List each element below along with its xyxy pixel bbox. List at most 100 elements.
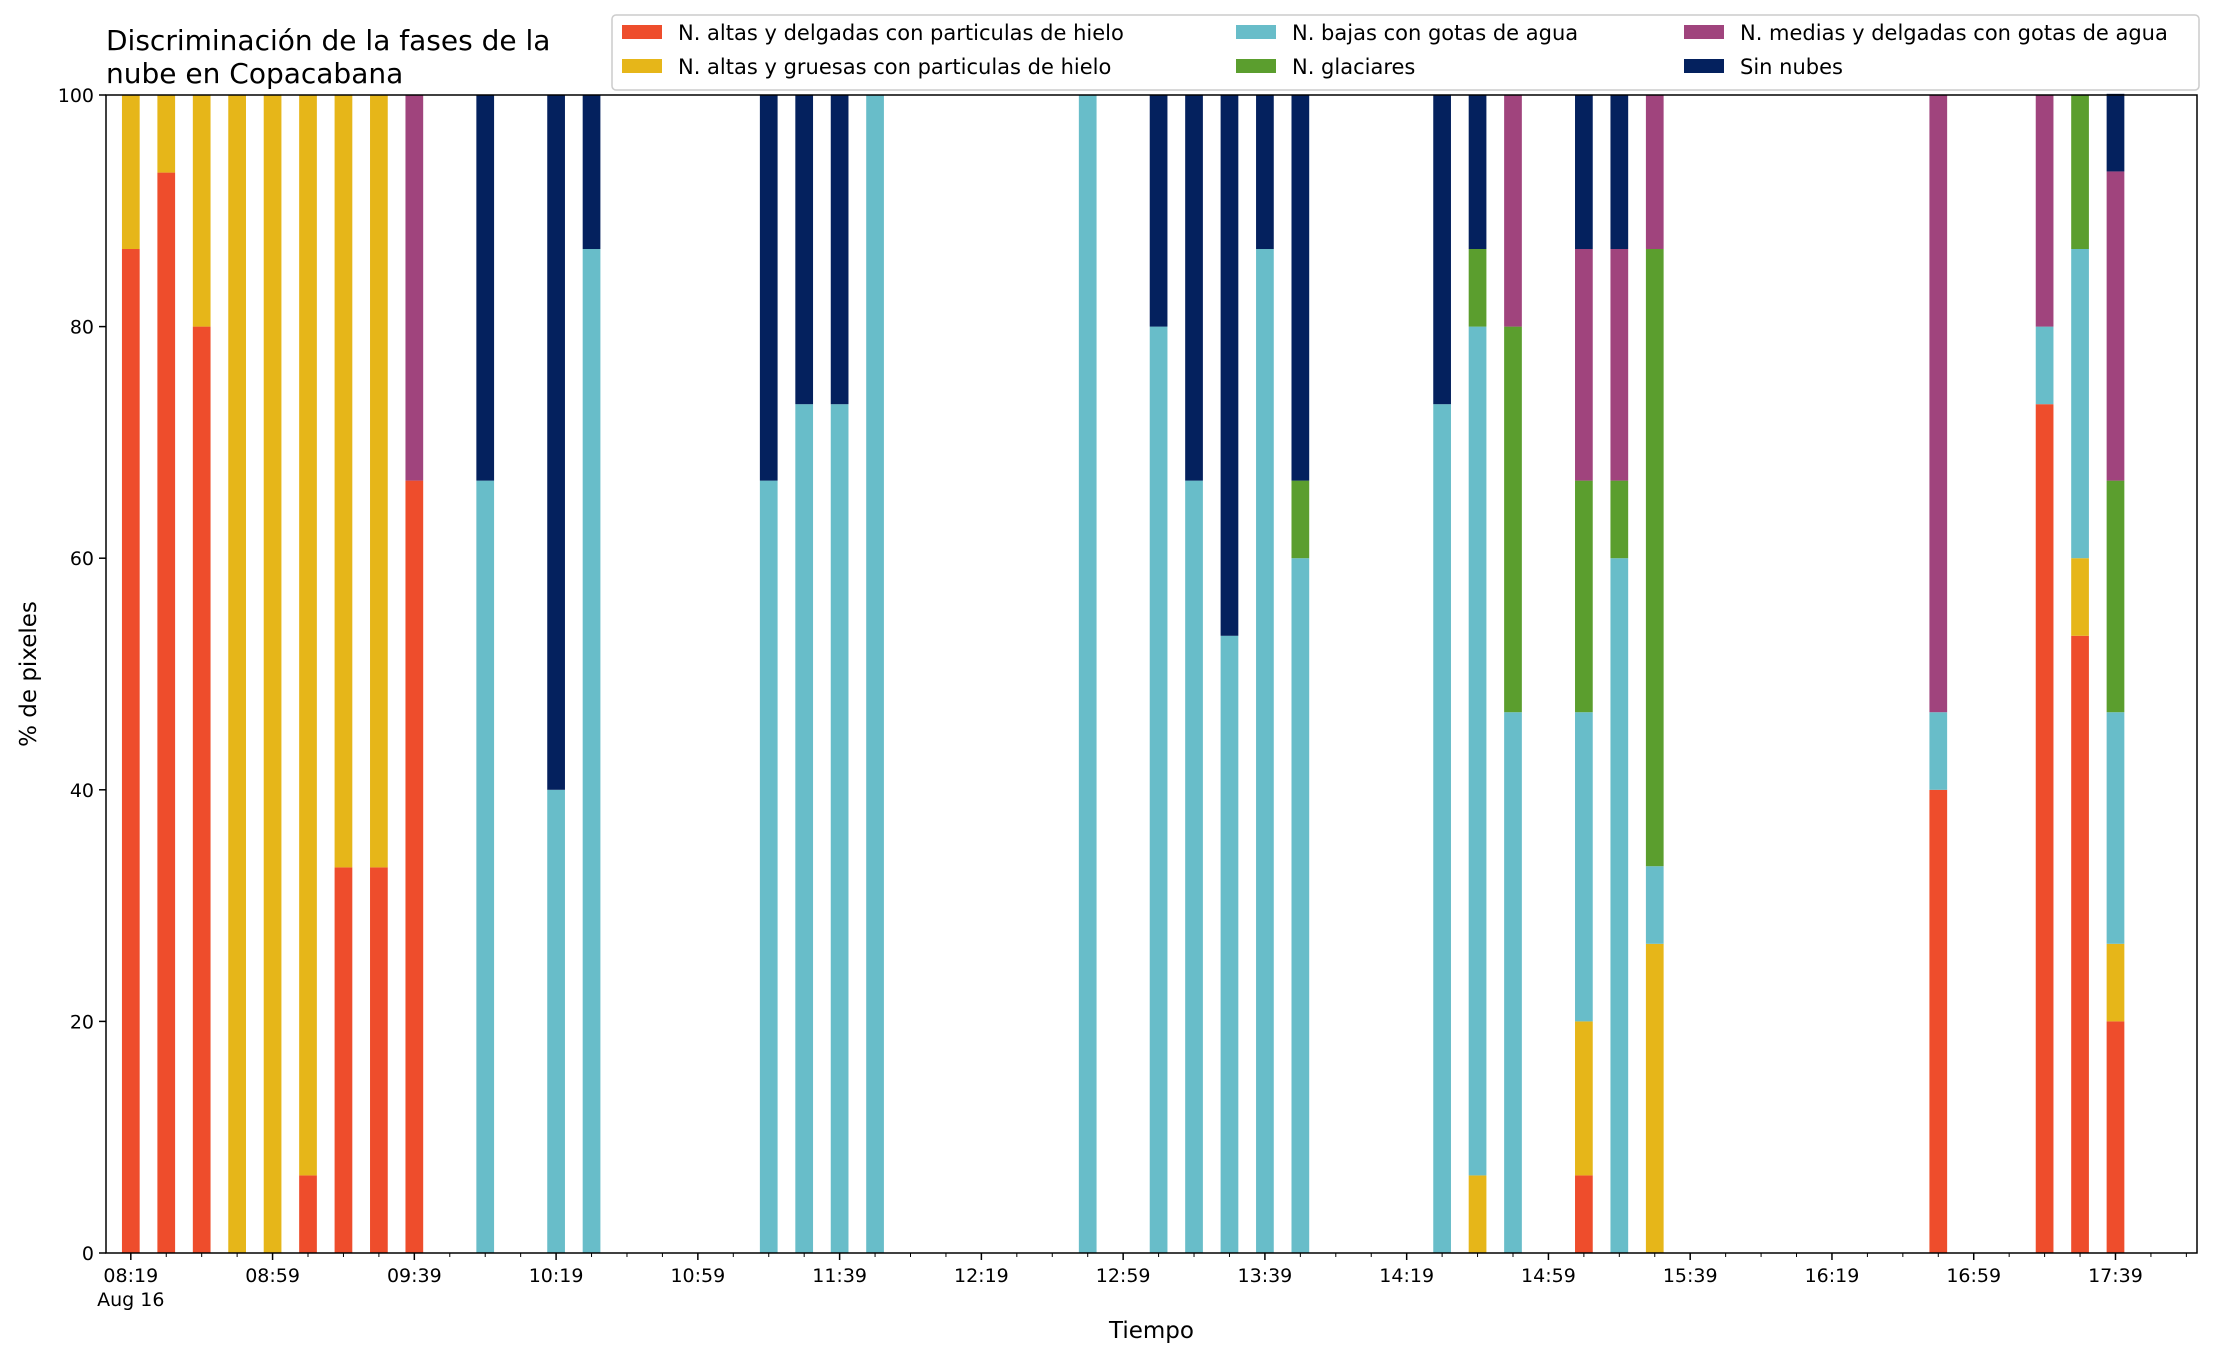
bar-segment xyxy=(1645,249,1664,867)
bar-segment xyxy=(547,95,565,790)
bar-segment xyxy=(2106,712,2125,944)
bar-segment xyxy=(582,95,601,250)
bar-segment xyxy=(1575,95,1593,250)
bar-segment xyxy=(2106,93,2125,172)
bar-segment xyxy=(334,95,353,868)
legend-label: N. altas y gruesas con particulas de hie… xyxy=(678,55,1111,79)
bar-segment xyxy=(1575,1021,1593,1176)
x-tick-label: 12:19 xyxy=(954,1265,1009,1287)
bar-segment xyxy=(2035,404,2054,1253)
legend-label: N. altas y delgadas con particulas de hi… xyxy=(678,21,1124,45)
x-tick-label: 16:19 xyxy=(1805,1265,1860,1287)
legend-swatch xyxy=(622,25,662,39)
x-tick-label: 09:39 xyxy=(387,1265,442,1287)
bar-segment xyxy=(759,480,778,1253)
bar-segment xyxy=(795,95,814,405)
bar-segment xyxy=(334,867,353,1253)
y-tick-label: 80 xyxy=(70,317,94,339)
legend: N. altas y delgadas con particulas de hi… xyxy=(611,14,2200,91)
bar-segment xyxy=(1468,249,1487,327)
legend-swatch xyxy=(1684,25,1724,39)
x-tick-label: 10:59 xyxy=(670,1265,725,1287)
x-tick-label: 15:39 xyxy=(1663,1265,1718,1287)
legend-swatch xyxy=(622,59,662,73)
bar-segment xyxy=(866,95,884,1253)
y-tick-label: 0 xyxy=(82,1243,94,1265)
bar-segment xyxy=(1185,95,1203,481)
bar-segment xyxy=(1291,480,1310,559)
bar-segment xyxy=(1929,712,1948,790)
bar-segment xyxy=(2071,558,2089,636)
bar-stacks xyxy=(121,93,2125,1254)
bar-segment xyxy=(1610,558,1629,1253)
bar-segment xyxy=(1256,249,1274,1253)
bar-segment xyxy=(1149,326,1168,1254)
bar-segment xyxy=(228,95,246,1253)
y-axis: 0 20 40 60 80 100 xyxy=(58,85,106,1265)
bar-segment xyxy=(1575,712,1593,1022)
bar-segment xyxy=(2071,95,2089,250)
y-tick-label: 40 xyxy=(70,780,94,802)
bar-segment xyxy=(157,172,176,1254)
bar-segment xyxy=(370,95,388,868)
bar-segment xyxy=(1610,480,1629,559)
bar-segment xyxy=(121,249,140,1253)
x-tick-label: 12:59 xyxy=(1096,1265,1151,1287)
chart-title-line-2: nube en Copacabana xyxy=(106,57,403,90)
bar-segment xyxy=(405,95,424,481)
bar-segment xyxy=(157,95,176,173)
bar-segment xyxy=(476,480,495,1253)
bar-segment xyxy=(299,1175,317,1253)
y-axis-label: % de pixeles xyxy=(16,601,42,747)
bar-segment xyxy=(830,95,849,405)
bar-segment xyxy=(1645,866,1664,944)
legend-label: Sin nubes xyxy=(1740,55,1843,79)
legend-label: N. medias y delgadas con gotas de agua xyxy=(1740,21,2168,45)
x-tick-label: 14:19 xyxy=(1379,1265,1434,1287)
bar-segment xyxy=(192,326,211,1254)
bar-segment xyxy=(2035,326,2054,405)
y-tick-label: 100 xyxy=(58,85,94,107)
bar-segment xyxy=(476,95,495,481)
y-tick-label: 20 xyxy=(70,1011,94,1033)
bar-segment xyxy=(1468,1175,1487,1253)
legend-swatch xyxy=(1236,59,1276,73)
bar-segment xyxy=(405,480,424,1253)
x-tick-label: 16:59 xyxy=(1946,1265,2001,1287)
bar-segment xyxy=(1645,943,1664,1253)
bar-segment xyxy=(2071,249,2089,559)
legend-label: N. glaciares xyxy=(1292,55,1415,79)
x-axis-label: Tiempo xyxy=(1108,1318,1194,1344)
y-tick-label: 60 xyxy=(70,548,94,570)
x-tick-sublabel: Aug 16 xyxy=(97,1289,164,1311)
bar-segment xyxy=(1220,95,1239,636)
bar-segment xyxy=(1504,326,1522,713)
bar-segment xyxy=(1256,95,1274,250)
bar-segment xyxy=(1220,635,1239,1253)
bar-segment xyxy=(2106,1021,2125,1253)
bar-segment xyxy=(582,249,601,1253)
bar-segment xyxy=(1929,789,1948,1253)
bar-segment xyxy=(1149,95,1168,327)
bar-segment xyxy=(1575,249,1593,481)
x-tick-label: 13:39 xyxy=(1238,1265,1293,1287)
bar-segment xyxy=(1610,249,1629,481)
bar-segment xyxy=(299,95,317,1176)
bar-segment xyxy=(2106,171,2125,481)
bar-segment xyxy=(2035,95,2054,327)
bar-segment xyxy=(1185,480,1203,1253)
bar-segment xyxy=(759,95,778,481)
legend-swatch xyxy=(1684,59,1724,73)
bar-segment xyxy=(1468,326,1487,1176)
bar-segment xyxy=(192,95,211,327)
bar-segment xyxy=(1078,95,1097,1253)
bar-segment xyxy=(1504,95,1522,327)
legend-frame xyxy=(611,14,2200,91)
x-tick-label: 08:59 xyxy=(245,1265,300,1287)
bar-segment xyxy=(1468,95,1487,250)
bar-segment xyxy=(1291,95,1310,481)
bar-segment xyxy=(1575,1175,1593,1253)
legend-label: N. bajas con gotas de agua xyxy=(1292,21,1578,45)
